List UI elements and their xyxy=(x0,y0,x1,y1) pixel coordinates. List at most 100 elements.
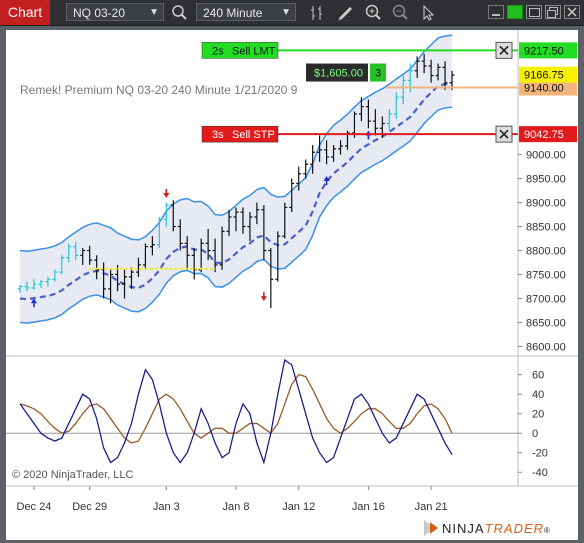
close-icon xyxy=(499,45,509,55)
price-bar xyxy=(31,279,37,290)
position-price-tag xyxy=(519,79,577,96)
price-bar xyxy=(163,202,169,227)
price-bar xyxy=(310,145,316,174)
price-bar xyxy=(24,281,30,292)
sell_limit-tag-box xyxy=(201,42,279,59)
sell_stop-tag-box xyxy=(201,125,279,143)
brand-prefix: NINJA xyxy=(442,521,485,536)
price-bar xyxy=(254,202,260,225)
sell_stop-price-tag xyxy=(519,126,577,143)
price-bar xyxy=(38,280,44,288)
band-lower-line xyxy=(19,106,453,324)
price-bar xyxy=(393,92,399,119)
price-tick-label: 8800.00 xyxy=(526,246,566,258)
price-bar xyxy=(87,245,93,265)
price-bar xyxy=(261,204,267,261)
band-upper-line xyxy=(19,34,453,253)
sell_stop-cancel-button[interactable] xyxy=(495,125,513,143)
price-bar xyxy=(268,248,274,309)
close-icon xyxy=(567,7,577,17)
buy-signal-arrow-icon xyxy=(323,176,330,182)
interval-selector[interactable]: 240 Minute ▼ xyxy=(196,3,296,21)
price-bar xyxy=(247,212,253,241)
time-tick-label: Dec 29 xyxy=(72,501,107,513)
price-bar xyxy=(212,238,218,273)
sell_limit-price-label: 9217.50 xyxy=(524,45,564,57)
svg-text:NINJATRADER®: NINJATRADER® xyxy=(442,521,551,536)
price-bar xyxy=(52,269,58,282)
maximize-button[interactable] xyxy=(526,5,542,19)
zoom-in-icon[interactable] xyxy=(364,3,384,23)
time-tick-label: Jan 12 xyxy=(282,501,315,513)
position-qty: 3 xyxy=(375,68,381,80)
sell_stop-price-label: 9042.75 xyxy=(524,129,564,141)
time-tick-label: Jan 21 xyxy=(415,501,448,513)
price-chart[interactable]: 9000.00 8950.00 8900.00 8850.00 8800.00 8750.… xyxy=(6,30,578,514)
price-bar xyxy=(338,140,344,155)
drawing-tool-icon[interactable] xyxy=(336,3,356,23)
sell_limit-qty: 2s xyxy=(212,45,224,57)
price-bar xyxy=(386,109,392,131)
last-price-label: 9166.75 xyxy=(524,70,564,82)
position-tag[interactable]: $1,605.00 3 xyxy=(306,63,386,82)
search-icon[interactable] xyxy=(170,3,190,23)
price-tick-label: 8700.00 xyxy=(526,293,566,305)
price-bar xyxy=(240,207,246,234)
chart-footer: NINJATRADER® xyxy=(6,514,578,540)
price-bar xyxy=(282,202,288,239)
price-bar xyxy=(421,53,427,74)
price-bar xyxy=(289,178,295,213)
price-bar xyxy=(66,243,72,263)
position-pnl-box xyxy=(306,63,368,82)
band-fill xyxy=(20,35,452,324)
price-bar xyxy=(149,236,155,256)
last-price-tag xyxy=(519,66,577,83)
sell_stop-label: Sell STP xyxy=(232,129,275,141)
osc-tick-label: -20 xyxy=(532,448,548,460)
price-bar xyxy=(428,59,434,83)
sell_limit-tag[interactable]: 2s Sell LMT xyxy=(201,42,279,59)
trend-dashed-line xyxy=(19,82,453,301)
zoom-out-icon[interactable] xyxy=(391,3,411,23)
link-color-button[interactable] xyxy=(507,5,523,19)
oscillator-fast-line xyxy=(19,358,453,465)
chevron-down-icon: ▼ xyxy=(149,7,159,18)
sell_limit-label: Sell LMT xyxy=(232,45,276,57)
minimize-button[interactable] xyxy=(488,5,504,19)
chart-toolbar: Chart NQ 03-20 ▼ 240 Minute ▼ xyxy=(0,0,584,26)
price-tick-label: 8750.00 xyxy=(526,270,566,282)
sell-signal-arrow-icon xyxy=(260,296,267,302)
sell_limit-price-tag xyxy=(519,42,577,59)
price-bar xyxy=(442,61,448,90)
price-bar xyxy=(170,200,176,232)
osc-tick-label: 40 xyxy=(532,389,544,401)
price-bar xyxy=(17,285,23,293)
position-qty-box xyxy=(370,63,386,82)
pointer-icon[interactable] xyxy=(418,3,438,23)
close-window-button[interactable] xyxy=(564,5,580,19)
chevron-down-icon: ▼ xyxy=(281,7,291,18)
indicator-info-line: Remek! Premium NQ 03-20 240 Minute 1/21/… xyxy=(20,83,298,97)
instrument-selector[interactable]: NQ 03-20 ▼ xyxy=(66,3,164,21)
price-bar xyxy=(400,75,406,105)
price-bar xyxy=(80,248,86,265)
price-bar xyxy=(414,56,420,78)
close-icon xyxy=(499,129,509,139)
osc-tick-label: -40 xyxy=(532,467,548,479)
price-bar xyxy=(108,269,114,304)
chart-panel[interactable]: 9000.00 8950.00 8900.00 8850.00 8800.00 8750.… xyxy=(6,30,578,514)
price-bar xyxy=(331,145,337,162)
sell_limit-cancel-button[interactable] xyxy=(495,41,513,59)
position-price-label: 9140.00 xyxy=(524,83,564,95)
position-pnl: $1,605.00 xyxy=(314,68,363,80)
time-tick-label: Jan 8 xyxy=(223,501,250,513)
bar-type-icon[interactable] xyxy=(308,3,328,23)
copyright-text: © 2020 NinjaTrader, LLC xyxy=(12,469,133,481)
sell_stop-tag[interactable]: 3s Sell STP xyxy=(201,125,279,143)
brand-suffix: TRADER xyxy=(485,521,544,536)
restore-button[interactable] xyxy=(545,5,561,19)
brand-mark: ® xyxy=(544,526,551,535)
price-bar xyxy=(59,255,65,275)
sell-signal-arrow-icon xyxy=(163,193,170,198)
sell_stop-qty: 3s xyxy=(212,129,224,141)
